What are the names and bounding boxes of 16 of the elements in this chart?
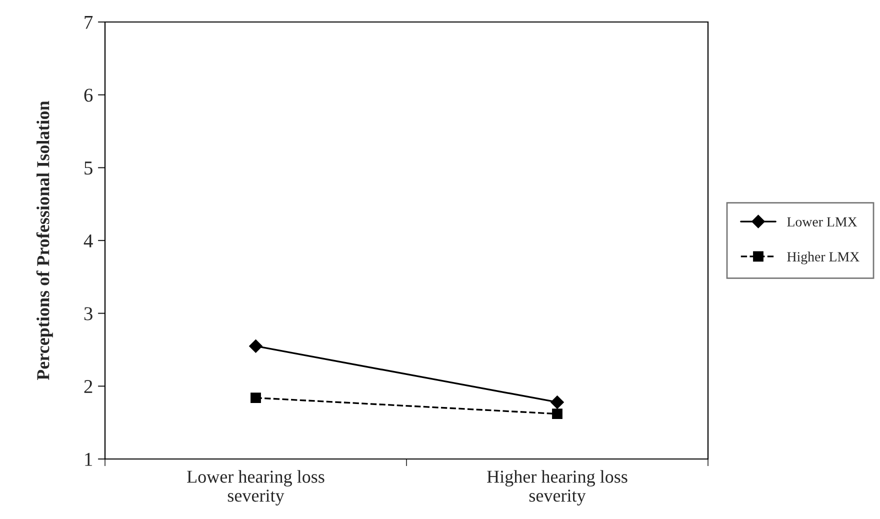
- y-tick-label: 7: [84, 16, 93, 29]
- legend-label: Higher LMX: [787, 252, 860, 264]
- point: [552, 408, 562, 420]
- y-tick-label: 1: [85, 452, 92, 466]
- point: [250, 392, 261, 404]
- y-tick-label: 6: [84, 88, 93, 102]
- x-tick-label: Lower hearing loss severity: [187, 470, 324, 506]
- y-tick-label: 5: [84, 162, 92, 175]
- point: [249, 340, 262, 353]
- y-tick-label: 2: [84, 380, 92, 393]
- legend-label: Lower LMX: [787, 217, 858, 227]
- point: [550, 396, 564, 409]
- y-axis-title: Perceptions of Professional Isolation: [36, 100, 53, 380]
- y-tick-label: 3: [84, 307, 92, 320]
- y-tick-label: 4: [84, 234, 93, 248]
- x-tick-label: Higher hearing loss severity: [487, 470, 628, 506]
